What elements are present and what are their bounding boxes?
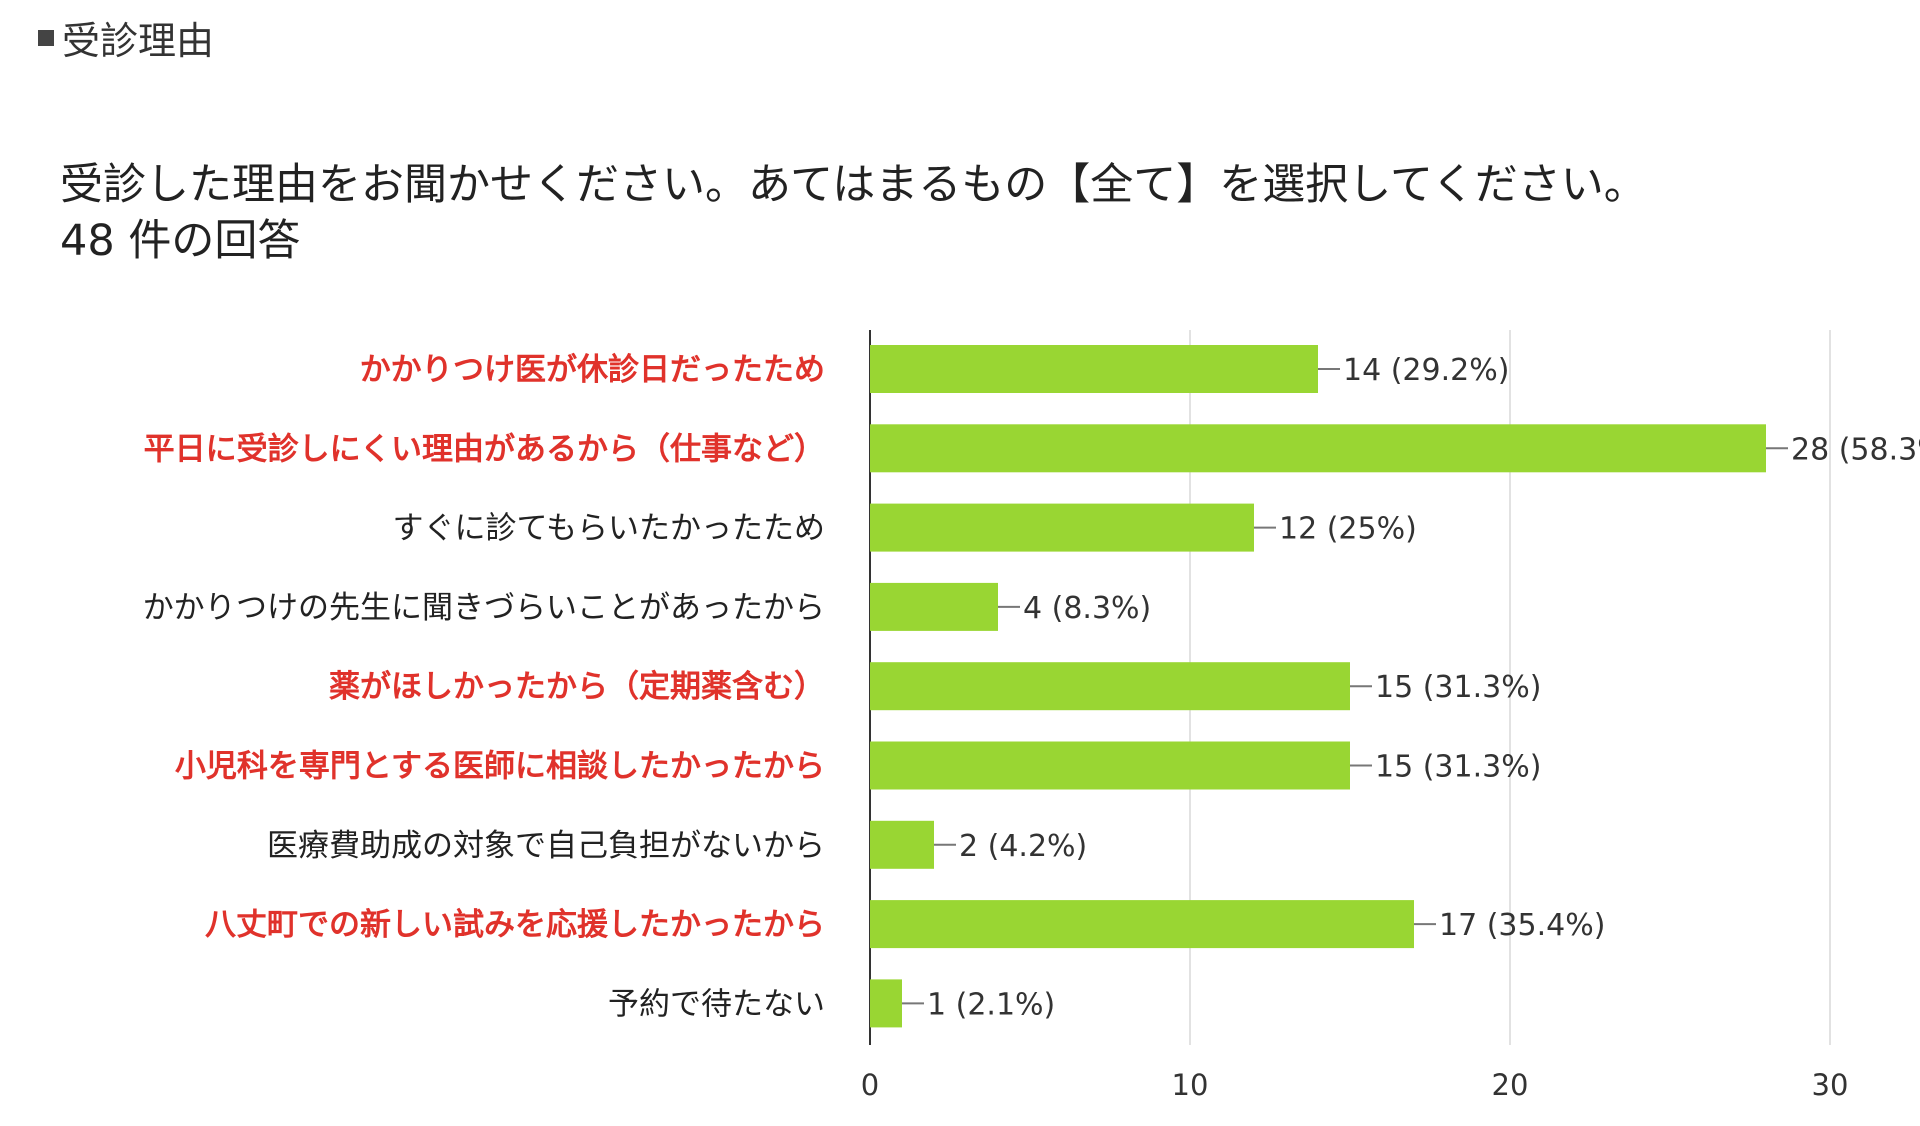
category-label: 八丈町での新しい試みを応援したかったから	[205, 907, 825, 943]
category-label: かかりつけの先生に聞きづらいことがあったから	[143, 590, 825, 626]
x-tick-label: 20	[1492, 1068, 1529, 1102]
bar	[870, 424, 1766, 473]
bar	[870, 820, 934, 869]
question-title: 受診した理由をお聞かせください。あてはまるもの【全て】を選択してください。	[60, 160, 1647, 210]
value-label: 2 (4.2%)	[959, 829, 1087, 864]
bar	[870, 503, 1254, 552]
section-header-text: 受診理由	[62, 19, 215, 63]
bar	[870, 900, 1414, 949]
response-count: 48 件の回答	[60, 216, 301, 266]
bar	[870, 979, 902, 1028]
category-label: かかりつけ医が休診日だったため	[360, 352, 825, 388]
value-label: 15 (31.3%)	[1375, 670, 1541, 705]
category-label: 平日に受診しにくい理由があるから（仕事など）	[144, 431, 825, 467]
bar	[870, 662, 1350, 711]
bar	[870, 582, 998, 631]
section-header: 受診理由	[38, 10, 214, 65]
x-tick-label: 0	[861, 1068, 879, 1102]
category-label: 予約で待たない	[608, 986, 825, 1022]
category-label: 医療費助成の対象で自己負担がないから	[267, 828, 825, 864]
x-tick-label: 10	[1172, 1068, 1209, 1102]
value-label: 12 (25%)	[1279, 512, 1417, 547]
value-label: 14 (29.2%)	[1343, 353, 1509, 388]
bar	[870, 345, 1318, 393]
value-label: 15 (31.3%)	[1375, 750, 1541, 785]
value-label: 28 (58.3%)	[1791, 432, 1920, 467]
x-tick-label: 30	[1812, 1068, 1849, 1102]
value-label: 17 (35.4%)	[1439, 908, 1605, 943]
value-label: 1 (2.1%)	[927, 987, 1055, 1022]
category-label: 小児科を専門とする医師に相談したかったから	[175, 749, 825, 785]
value-label: 4 (8.3%)	[1023, 591, 1151, 626]
bar	[870, 741, 1350, 790]
category-label: すぐに診てもらいたかったため	[393, 511, 825, 547]
category-label: 薬がほしかったから（定期薬含む）	[329, 669, 825, 705]
square-bullet-icon	[38, 29, 54, 46]
